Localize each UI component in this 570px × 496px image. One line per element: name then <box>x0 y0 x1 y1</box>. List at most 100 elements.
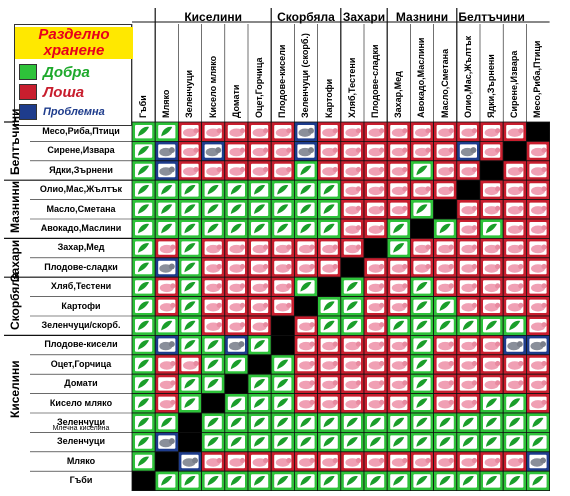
grid-cell-bad <box>224 296 249 317</box>
elephant-icon <box>506 338 524 352</box>
grid-cell-bad <box>433 140 458 162</box>
leaf-icon <box>158 222 176 236</box>
grid-cell-good <box>502 315 527 336</box>
grid-cell-good <box>224 431 249 453</box>
leaf-icon <box>459 319 477 333</box>
grid-cell-good <box>456 315 481 336</box>
leaf-icon <box>181 319 199 333</box>
grid-cell-bad <box>154 296 179 317</box>
pig-icon <box>181 163 199 178</box>
leaf-icon <box>297 474 315 488</box>
pig-icon <box>227 319 245 333</box>
grid-cell-bad <box>201 296 226 317</box>
pig-icon <box>343 338 361 352</box>
pig-icon <box>506 299 524 313</box>
grid-cell-bad <box>433 334 458 356</box>
leaf-icon <box>135 357 153 372</box>
pig-icon <box>529 222 547 236</box>
pig-icon <box>483 183 501 197</box>
leaf-icon <box>274 377 292 391</box>
pig-icon <box>274 454 292 469</box>
leaf-icon <box>251 183 269 197</box>
grid-cell-good <box>363 431 388 453</box>
pig-icon <box>204 125 222 139</box>
grid-cell-bad <box>293 451 318 472</box>
grid-cell-bad <box>433 160 458 181</box>
grid-cell-bad <box>317 451 342 472</box>
grid-cell-bad <box>224 160 249 181</box>
leaf-icon <box>274 183 292 197</box>
grid-cell-bad <box>456 334 481 356</box>
grid-cell-good <box>433 412 458 433</box>
grid-cell-bad <box>526 354 551 375</box>
grid-cell-bad <box>526 237 551 259</box>
grid-cell-good <box>409 276 434 298</box>
leaf-icon <box>320 416 338 430</box>
pig-icon <box>436 377 454 391</box>
leaf-icon <box>135 241 153 255</box>
pig-icon <box>367 280 385 294</box>
pig-icon <box>529 241 547 255</box>
row-label: Картофи <box>61 300 101 311</box>
grid-cell-good <box>201 470 226 492</box>
pig-icon <box>204 163 222 178</box>
grid-cell-good <box>270 431 295 453</box>
pig-icon <box>297 260 315 275</box>
column-label: Зеленчуци <box>184 70 195 118</box>
grid-cell-bad <box>270 121 295 142</box>
grid-cell-good <box>526 412 551 433</box>
grid-cell-good <box>131 373 156 395</box>
grid-cell-good <box>177 393 202 414</box>
grid-cell-good <box>409 431 434 453</box>
pig-icon <box>459 454 477 469</box>
grid-cell-bad <box>386 334 411 356</box>
leaf-icon <box>181 183 199 197</box>
grid-cell-good <box>386 470 411 492</box>
pig-icon <box>483 299 501 313</box>
grid-cell-bad <box>456 373 481 395</box>
grid-cell-good <box>131 431 156 453</box>
grid-cell-good <box>456 412 481 433</box>
grid-cell-bad <box>247 451 272 472</box>
grid-cell-bad <box>340 451 365 472</box>
leaf-icon <box>413 280 431 294</box>
leaf-icon <box>343 416 361 430</box>
grid-cell-bad <box>386 393 411 414</box>
grid-cell-bad <box>479 140 504 162</box>
leaf-icon <box>135 338 153 352</box>
pig-icon <box>204 280 222 294</box>
grid-cell-problem <box>154 160 179 181</box>
grid-cell-good <box>293 199 318 220</box>
grid-cell-good <box>317 199 342 220</box>
leaf-icon <box>204 183 222 197</box>
grid-cell-good <box>131 237 156 259</box>
pig-icon <box>436 280 454 294</box>
pig-icon <box>413 125 431 139</box>
pig-icon <box>506 183 524 197</box>
pig-icon <box>483 377 501 391</box>
pig-icon <box>436 260 454 275</box>
grid-cell-good <box>131 354 156 375</box>
grid-cell-problem <box>154 140 179 162</box>
grid-cell-problem <box>224 334 249 356</box>
grid-cell-good <box>502 412 527 433</box>
grid-cell-good <box>409 315 434 336</box>
leaf-icon <box>483 435 501 449</box>
pig-icon <box>483 202 501 216</box>
leaf-icon <box>251 435 269 449</box>
leaf-icon <box>483 222 501 236</box>
pig-icon <box>436 338 454 352</box>
grid-cell-bad <box>526 218 551 239</box>
grid-cell-good <box>502 431 527 453</box>
grid-cell-bad <box>433 276 458 298</box>
grid-cell-bad <box>317 140 342 162</box>
grid-cell-problem <box>502 334 527 356</box>
grid-cell-bad <box>177 160 202 181</box>
leaf-icon <box>227 357 245 372</box>
pig-icon <box>459 377 477 391</box>
legend-good: Добра <box>19 63 90 81</box>
pig-icon <box>343 144 361 158</box>
leaf-icon <box>459 435 477 449</box>
grid-cell-bad <box>224 451 249 472</box>
grid-cell-bad <box>456 218 481 239</box>
